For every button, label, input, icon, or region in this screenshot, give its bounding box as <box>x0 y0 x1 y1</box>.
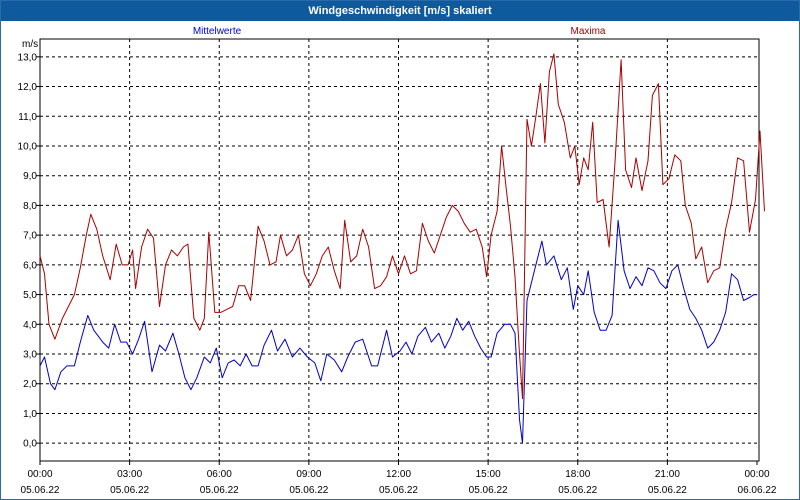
x-tick-date-label: 05.06.22 <box>469 485 508 496</box>
x-tick-time-label: 12:00 <box>386 469 411 480</box>
x-tick-date-label: 05.06.22 <box>379 485 418 496</box>
x-tick-date-label: 05.06.22 <box>289 485 328 496</box>
x-tick-date-label: 05.06.22 <box>200 485 239 496</box>
y-tick-label: 4,0 <box>23 320 37 331</box>
y-tick-label: 5,0 <box>23 290 37 301</box>
x-tick-date-label: 05.06.22 <box>21 485 60 496</box>
y-tick-label: 1,0 <box>23 409 37 420</box>
x-tick-time-label: 15:00 <box>476 469 501 480</box>
y-axis-unit-label: m/s <box>22 39 38 50</box>
x-tick-time-label: 21:00 <box>655 469 680 480</box>
series-line-maxima <box>39 53 765 400</box>
y-tick-label: 9,0 <box>23 171 37 182</box>
x-tick-time-label: 06:00 <box>207 469 232 480</box>
y-axis-ticks: 0,0 1,0 2,0 3,0 4,0 5,0 6,0 7,0 8,0 9,0 10,0 11,0 12… <box>18 52 40 450</box>
chart-title: Windgeschwindigkeit [m/s] skaliert <box>1 1 799 21</box>
y-tick-label: 0,0 <box>23 439 37 450</box>
y-tick-label: 11,0 <box>18 112 37 123</box>
y-tick-label: 6,0 <box>23 260 37 271</box>
series-line-mittelwerte <box>39 219 757 444</box>
x-tick-time-label: 00:00 <box>27 469 52 480</box>
x-tick-time-label: 03:00 <box>117 469 142 480</box>
y-tick-label: 8,0 <box>23 201 37 212</box>
legend-entry-maxima: Maxima <box>570 26 605 37</box>
x-tick-date-label: 06.06.22 <box>738 485 777 496</box>
x-tick-time-label: 00:00 <box>744 469 769 480</box>
y-tick-label: 3,0 <box>23 350 37 361</box>
plot-area-border <box>39 38 760 462</box>
y-tick-label: 2,0 <box>23 379 37 390</box>
legend-entry-mittelwerte: Mittelwerte <box>193 26 242 37</box>
grid-lines <box>40 39 759 461</box>
y-tick-label: 13,0 <box>18 52 38 63</box>
x-tick-time-label: 09:00 <box>296 469 321 480</box>
y-tick-label: 12,0 <box>18 82 38 93</box>
x-axis-ticks: 00:00 05.06.22 03:00 05.06.22 06:00 05.06.22 0… <box>21 461 777 496</box>
x-tick-time-label: 18:00 <box>565 469 590 480</box>
x-tick-date-label: 05.06.22 <box>648 485 687 496</box>
x-tick-date-label: 05.06.22 <box>110 485 149 496</box>
x-tick-date-label: 05.06.22 <box>558 485 597 496</box>
y-tick-label: 7,0 <box>23 231 37 242</box>
y-tick-label: 10,0 <box>18 141 38 152</box>
series-lines <box>39 53 765 444</box>
